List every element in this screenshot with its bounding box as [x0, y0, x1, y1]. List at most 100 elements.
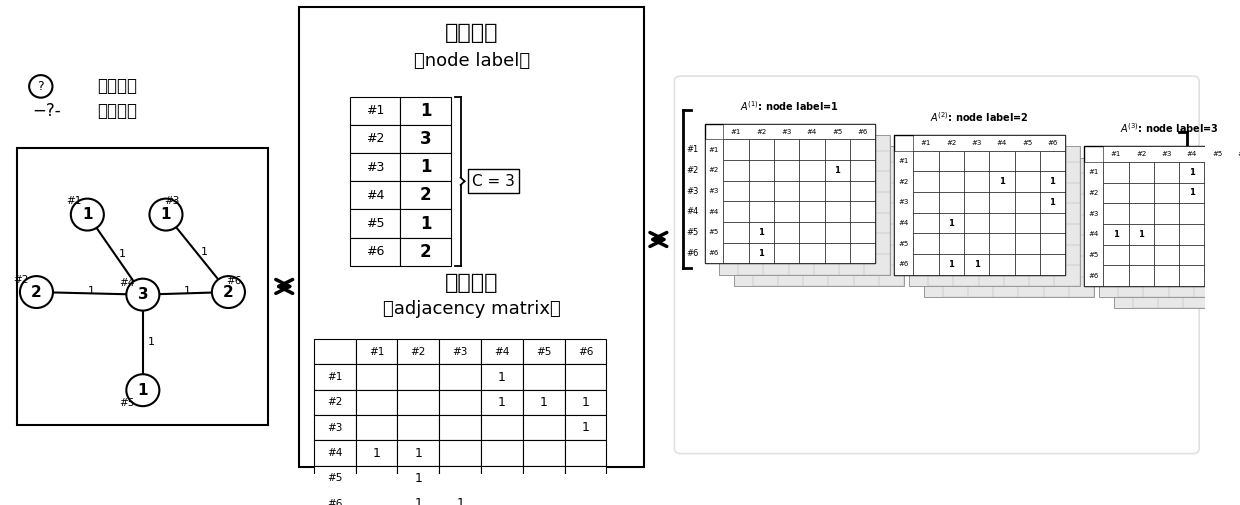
Text: 节点标签: 节点标签 — [97, 77, 138, 95]
Text: C = 3: C = 3 — [472, 174, 515, 189]
Text: 2: 2 — [223, 284, 234, 299]
Text: （node label）: （node label） — [414, 52, 529, 70]
Bar — [1128, 244, 1154, 265]
Bar — [734, 146, 904, 286]
Bar — [914, 192, 939, 213]
Bar — [963, 192, 990, 213]
Text: 1: 1 — [1114, 230, 1118, 239]
Bar — [719, 135, 889, 275]
Bar — [1179, 204, 1204, 224]
Text: #2: #2 — [687, 166, 699, 175]
Bar — [774, 139, 800, 160]
Text: 1: 1 — [88, 286, 95, 296]
Bar — [398, 390, 439, 415]
Bar — [1104, 244, 1128, 265]
Text: #6: #6 — [366, 245, 384, 258]
Text: #1: #1 — [709, 147, 719, 153]
Bar — [1128, 204, 1154, 224]
Text: 1: 1 — [835, 166, 841, 175]
Bar — [749, 160, 774, 181]
Bar — [1128, 162, 1154, 183]
Text: #4: #4 — [366, 189, 384, 202]
Text: 2: 2 — [420, 186, 432, 205]
Bar — [401, 181, 451, 210]
Bar — [1040, 254, 1065, 275]
Bar — [1179, 244, 1204, 265]
Circle shape — [71, 198, 104, 231]
Bar — [356, 440, 398, 466]
Circle shape — [20, 276, 53, 308]
Bar — [1014, 213, 1040, 233]
Text: #3: #3 — [164, 196, 180, 207]
Text: 1: 1 — [119, 248, 126, 259]
Bar — [723, 243, 749, 264]
Bar — [350, 181, 401, 210]
Text: #1: #1 — [921, 140, 931, 146]
Bar — [401, 237, 451, 266]
Bar — [704, 139, 723, 264]
Bar — [398, 466, 439, 491]
Bar — [439, 440, 481, 466]
Bar — [481, 466, 523, 491]
Bar — [1154, 244, 1179, 265]
Bar — [723, 139, 749, 160]
Text: 邻接矩阵: 邻接矩阵 — [445, 273, 498, 293]
Text: #5: #5 — [709, 229, 719, 235]
Text: #5: #5 — [1211, 151, 1223, 157]
Bar — [1154, 162, 1179, 183]
Text: 1: 1 — [759, 248, 764, 258]
Bar — [990, 254, 1014, 275]
Text: 2: 2 — [420, 243, 432, 261]
Bar — [1040, 171, 1065, 192]
Text: #2: #2 — [899, 179, 909, 185]
Text: #1: #1 — [368, 347, 384, 357]
Bar — [849, 160, 875, 181]
Bar — [774, 201, 800, 222]
Text: #5: #5 — [1089, 252, 1099, 258]
Bar — [849, 139, 875, 160]
Bar — [963, 233, 990, 254]
Text: #3: #3 — [899, 199, 909, 206]
Bar — [1179, 183, 1204, 204]
Bar — [314, 365, 356, 390]
Text: 1: 1 — [201, 247, 208, 257]
Bar — [469, 169, 518, 193]
Bar — [963, 254, 990, 275]
Bar — [523, 415, 564, 440]
Bar — [1014, 254, 1040, 275]
Bar — [314, 440, 356, 466]
Bar — [1104, 146, 1240, 162]
Bar — [1230, 265, 1240, 286]
Bar — [1204, 224, 1230, 244]
Text: 1: 1 — [148, 337, 155, 347]
Text: 2: 2 — [31, 284, 42, 299]
Text: #5: #5 — [1022, 140, 1032, 146]
Text: 1: 1 — [420, 102, 432, 120]
Bar — [356, 415, 398, 440]
Text: 1: 1 — [82, 207, 93, 222]
Text: #6: #6 — [578, 347, 593, 357]
Bar — [914, 254, 939, 275]
Text: （adjacency matrix）: （adjacency matrix） — [383, 300, 560, 318]
Text: 1: 1 — [456, 497, 464, 505]
Text: #6: #6 — [227, 276, 242, 286]
Text: #2: #2 — [1136, 151, 1147, 157]
Text: #4: #4 — [1187, 151, 1197, 157]
Bar — [356, 365, 398, 390]
Bar — [350, 237, 401, 266]
Bar — [939, 213, 963, 233]
Bar — [939, 150, 963, 171]
Bar — [1085, 162, 1104, 286]
Text: #1: #1 — [1111, 151, 1121, 157]
Bar — [774, 160, 800, 181]
Text: 1: 1 — [1189, 168, 1195, 177]
Bar — [914, 150, 939, 171]
Text: #1: #1 — [730, 129, 742, 135]
Text: #4: #4 — [687, 207, 699, 216]
Bar — [481, 440, 523, 466]
Bar — [564, 339, 606, 365]
Bar — [314, 339, 356, 365]
Text: 1: 1 — [1138, 230, 1145, 239]
Text: #4: #4 — [997, 140, 1007, 146]
Bar — [564, 365, 606, 390]
